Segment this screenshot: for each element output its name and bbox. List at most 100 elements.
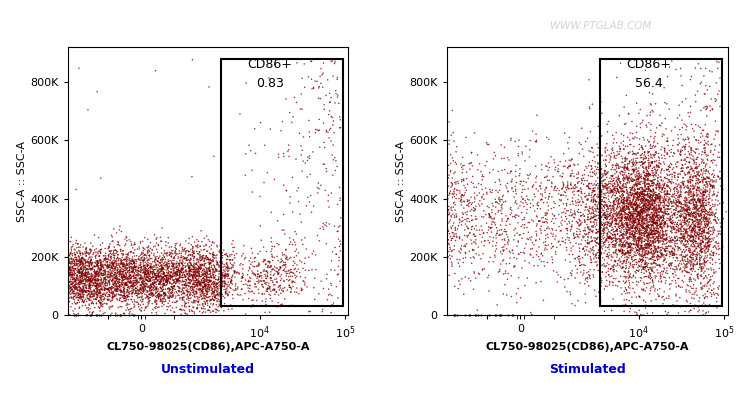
Point: [636, 237, 648, 243]
Point: [620, 287, 632, 294]
Point: [706, 267, 718, 273]
Point: [104, 286, 116, 292]
Point: [627, 196, 639, 203]
Point: [88, 282, 101, 289]
Point: [139, 246, 151, 253]
Point: [633, 267, 645, 273]
Point: [642, 242, 654, 248]
Point: [698, 208, 710, 214]
Point: [658, 257, 670, 263]
Point: [578, 211, 590, 217]
Point: [688, 210, 700, 217]
Point: [286, 270, 298, 276]
Point: [616, 217, 628, 223]
Point: [684, 197, 696, 204]
Point: [561, 221, 573, 227]
Point: [494, 312, 506, 318]
Point: [688, 185, 700, 191]
Point: [149, 243, 161, 249]
Point: [640, 227, 652, 234]
Point: [64, 270, 76, 276]
Point: [119, 283, 131, 289]
Point: [628, 177, 640, 183]
Point: [683, 199, 695, 205]
Point: [626, 201, 638, 207]
Point: [639, 179, 651, 185]
Point: [84, 277, 96, 283]
Point: [640, 188, 652, 194]
Point: [145, 292, 157, 299]
Point: [204, 277, 216, 284]
Point: [284, 303, 296, 309]
Point: [622, 192, 634, 199]
Point: [652, 162, 664, 169]
Point: [652, 204, 664, 210]
Point: [161, 286, 173, 292]
Point: [80, 248, 92, 255]
Point: [610, 195, 622, 202]
Point: [560, 201, 572, 207]
Point: [685, 213, 697, 219]
Point: [634, 277, 646, 284]
Point: [660, 277, 672, 284]
Point: [449, 179, 461, 186]
Point: [296, 91, 307, 97]
Point: [142, 268, 154, 275]
Point: [98, 267, 109, 273]
Point: [129, 241, 141, 247]
Point: [658, 268, 670, 274]
Point: [111, 279, 123, 285]
Point: [690, 121, 702, 128]
Point: [620, 240, 632, 246]
Point: [518, 249, 530, 255]
Point: [64, 260, 76, 267]
Point: [678, 219, 690, 226]
Point: [206, 294, 218, 300]
Point: [219, 251, 231, 258]
Point: [121, 255, 133, 262]
Point: [646, 180, 658, 187]
Point: [679, 151, 691, 158]
Point: [152, 278, 164, 284]
Point: [596, 189, 608, 195]
Point: [614, 228, 626, 234]
Point: [700, 243, 712, 250]
Point: [654, 206, 666, 212]
Point: [644, 196, 656, 202]
Point: [700, 103, 712, 110]
Point: [83, 285, 95, 291]
Point: [684, 207, 696, 214]
Point: [84, 312, 96, 318]
Point: [650, 204, 662, 210]
Point: [136, 296, 148, 303]
Point: [464, 208, 476, 214]
Point: [226, 292, 238, 298]
Point: [95, 286, 107, 293]
Point: [642, 184, 654, 191]
Point: [141, 263, 153, 269]
Point: [472, 201, 484, 207]
Point: [628, 257, 640, 263]
Point: [66, 269, 78, 275]
Point: [655, 197, 667, 203]
Point: [169, 270, 181, 276]
Point: [526, 311, 538, 318]
Point: [669, 234, 681, 241]
Point: [669, 219, 681, 225]
Point: [590, 216, 602, 223]
Point: [118, 276, 130, 282]
Point: [106, 251, 118, 258]
Point: [140, 267, 152, 273]
Point: [152, 271, 164, 277]
Point: [80, 289, 92, 295]
Point: [652, 164, 664, 171]
Point: [656, 217, 668, 224]
Point: [189, 291, 201, 297]
Point: [502, 170, 514, 177]
Point: [630, 207, 642, 214]
Point: [630, 252, 642, 258]
Point: [646, 197, 658, 203]
Point: [693, 298, 705, 305]
Point: [72, 264, 84, 270]
Point: [608, 207, 619, 213]
